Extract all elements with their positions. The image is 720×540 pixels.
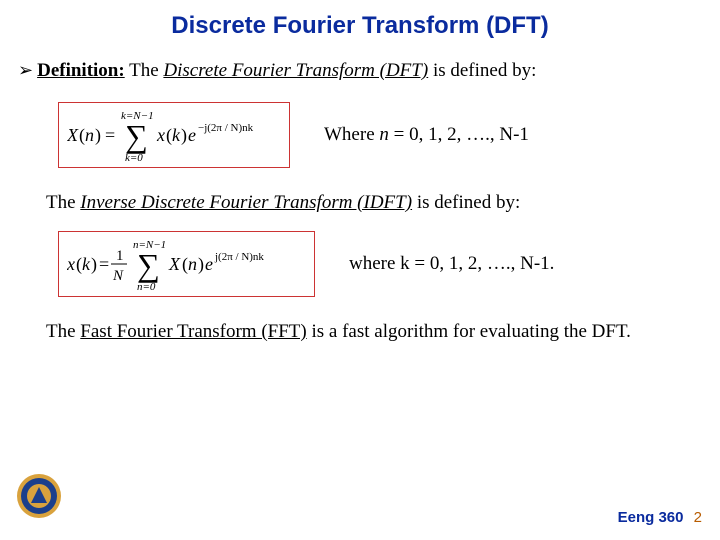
idft-line: The Inverse Discrete Fourier Transform (… <box>46 190 692 216</box>
svg-text:N: N <box>112 268 124 284</box>
svg-text:∑: ∑ <box>137 247 160 283</box>
idft-where: where k = 0, 1, 2, …., N-1. <box>349 251 554 277</box>
course-code: Eeng 360 <box>618 509 684 526</box>
idft-term: Inverse Discrete Fourier Transform (IDFT… <box>80 192 412 213</box>
definition-line: ➢ Definition: The Discrete Fourier Trans… <box>18 58 692 84</box>
title-text: Discrete Fourier Transform (DFT) <box>171 12 548 39</box>
svg-text:x: x <box>156 125 165 145</box>
svg-text:): ) <box>198 254 204 275</box>
svg-text:n: n <box>85 125 94 145</box>
svg-text:n: n <box>188 254 197 274</box>
definition-text: Definition: The Discrete Fourier Transfo… <box>37 58 536 84</box>
dft-formula-box: X ( n ) = k=N−1 ∑ k=0 x ( k ) e −j(2π / … <box>58 102 290 168</box>
svg-text:1: 1 <box>116 248 124 264</box>
svg-text:n=0: n=0 <box>137 281 156 292</box>
svg-text:=: = <box>99 254 109 274</box>
svg-text:X: X <box>67 125 79 145</box>
fft-term: Fast Fourier Transform (FFT) <box>80 321 306 342</box>
idft-formula: x ( k ) = 1 N n=N−1 ∑ n=0 X ( n ) e j(2π… <box>67 236 302 292</box>
svg-text:e: e <box>205 254 213 274</box>
svg-text:): ) <box>181 125 187 146</box>
svg-text:k: k <box>82 254 91 274</box>
svg-text:X: X <box>168 254 181 274</box>
dft-formula-row: X ( n ) = k=N−1 ∑ k=0 x ( k ) e −j(2π / … <box>58 102 692 168</box>
bullet-icon: ➢ <box>18 58 33 83</box>
svg-text:): ) <box>91 254 97 275</box>
svg-text:x: x <box>67 254 75 274</box>
definition-label: Definition: <box>37 60 125 81</box>
university-logo <box>16 473 62 524</box>
svg-text:=: = <box>105 125 115 145</box>
slide-title: Discrete Fourier Transform (DFT) <box>0 0 720 58</box>
svg-text:k=0: k=0 <box>125 152 143 163</box>
svg-text:e: e <box>188 125 196 145</box>
svg-text:): ) <box>95 125 101 146</box>
idft-formula-box: x ( k ) = 1 N n=N−1 ∑ n=0 X ( n ) e j(2π… <box>58 231 315 297</box>
slide-content: ➢ Definition: The Discrete Fourier Trans… <box>0 58 720 345</box>
svg-text:∑: ∑ <box>125 118 148 154</box>
dft-term: Discrete Fourier Transform (DFT) <box>163 60 428 81</box>
svg-text:k: k <box>172 125 181 145</box>
footer: Eeng 360 2 <box>618 509 702 526</box>
idft-formula-row: x ( k ) = 1 N n=N−1 ∑ n=0 X ( n ) e j(2π… <box>58 231 692 297</box>
dft-formula: X ( n ) = k=N−1 ∑ k=0 x ( k ) e −j(2π / … <box>67 107 277 163</box>
fft-line: The Fast Fourier Transform (FFT) is a fa… <box>46 319 692 345</box>
page-number: 2 <box>694 509 702 526</box>
svg-text:−j(2π / N)nk: −j(2π / N)nk <box>198 122 254 134</box>
svg-text:j(2π / N)nk: j(2π / N)nk <box>214 251 264 263</box>
dft-where: Where n = 0, 1, 2, …., N-1 <box>324 122 529 148</box>
